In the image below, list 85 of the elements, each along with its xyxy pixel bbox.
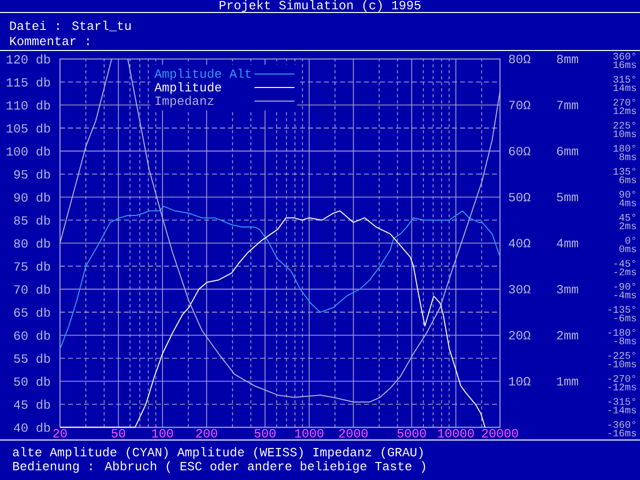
text: -360° — [608, 421, 636, 428]
text: 12ms — [614, 107, 636, 114]
text: 225° — [614, 122, 636, 129]
text: Kommentar : — [10, 36, 89, 46]
text: -6ms — [614, 314, 636, 322]
text: 135° — [614, 168, 636, 175]
text: -12ms — [608, 384, 636, 390]
x-tick-label: 10000 — [438, 429, 474, 438]
x-tick-label: 1000 — [295, 429, 324, 438]
y-tick-label: 90 db — [14, 192, 50, 202]
legend-label: Amplitude Alt — [154, 68, 251, 80]
series-label: Impedanz — [156, 96, 214, 108]
x-tick-label: 20000 — [482, 429, 518, 438]
y2-tick-label: 30Ω — [508, 284, 530, 294]
y2-tick-label: 40Ω — [508, 238, 530, 248]
text: -225° — [608, 352, 636, 359]
x-tick-label: 500 — [254, 429, 276, 438]
text: 360° — [613, 52, 636, 60]
y-tick-label: 120 db — [6, 54, 50, 64]
text: 16ms — [614, 61, 636, 68]
y-tick-label: 100 db — [6, 146, 50, 156]
text: -90° — [614, 282, 636, 290]
y-tick-label: 50 db — [14, 376, 50, 386]
text: 0ms — [619, 245, 636, 252]
y-tick-label: 110 db — [6, 100, 50, 110]
y-tick-label: 45 db — [14, 400, 50, 409]
text: -10ms — [608, 360, 636, 368]
y-tick-label: 60 db — [14, 330, 50, 340]
text: alte Amplitude (CYAN) Amplitude (WEISS) Impedanz (GRAU) — [12, 447, 423, 459]
y-tick-label: 85 db — [14, 216, 50, 225]
y-tick-label: 115 db — [6, 77, 50, 87]
y-tick-label: 40 db — [14, 422, 50, 432]
y3-tick-label: 1mm — [557, 377, 578, 386]
y2-tick-label: 20Ω — [509, 330, 530, 340]
x-tick-label: 200 — [196, 429, 218, 438]
text: -16ms — [608, 430, 636, 436]
y-tick-label: 80 db — [14, 238, 50, 248]
text: 315° — [613, 76, 636, 83]
text: -315° — [608, 398, 636, 405]
y-tick-label: 65 db — [14, 308, 50, 317]
chart-title: Projekt Simulation (c) 1995 — [220, 0, 420, 12]
text: 10ms — [614, 130, 636, 138]
text: 4ms — [619, 200, 636, 206]
y3-tick-label: 2mm — [557, 331, 578, 340]
text: Datei : Starl_tu — [10, 20, 131, 32]
text: 270° — [614, 98, 636, 106]
y-tick-label: 75 db — [14, 262, 50, 271]
y3-tick-label: 3mm — [556, 284, 578, 294]
text: 0° — [625, 236, 636, 244]
y-tick-label: 70 db — [14, 284, 50, 294]
x-tick-label: 2000 — [339, 429, 368, 438]
x-tick-label: 50 — [112, 429, 126, 438]
text: Amplitude — [154, 82, 222, 94]
x-tick-label: 20 — [53, 429, 67, 438]
text: 6ms — [620, 176, 636, 184]
y3-tick-label: 4mm — [556, 239, 578, 248]
text: Bedienung : Abbruch ( ESC oder andere beliebige Taste ) — [13, 461, 426, 473]
y-tick-label: 105 db — [6, 123, 50, 133]
y3-tick-label: 6mm — [557, 146, 578, 156]
text: 45° — [619, 214, 636, 221]
y2-tick-label: 70Ω — [509, 100, 530, 110]
text: -14ms — [608, 406, 636, 414]
y3-tick-label: 5mm — [556, 192, 578, 202]
text: 2ms — [620, 222, 636, 230]
text: 180° — [614, 144, 636, 152]
y-tick-label: 55 db — [14, 354, 50, 363]
text: -270° — [608, 375, 636, 382]
y3-tick-label: 8mm — [557, 54, 578, 64]
text: -180° — [608, 329, 636, 336]
text: 8ms — [619, 153, 636, 160]
y3-tick-label: 7mm — [557, 100, 578, 110]
text: 90° — [619, 190, 636, 198]
text: 14ms — [614, 84, 636, 92]
text: -45° — [614, 260, 636, 267]
text: -2ms — [614, 268, 636, 276]
y2-tick-label: 80Ω — [509, 54, 530, 64]
text: -4ms — [614, 292, 636, 298]
x-tick-label: 5000 — [397, 429, 426, 438]
y-tick-label: 95 db — [14, 169, 50, 179]
text: -8ms — [614, 338, 636, 344]
y2-tick-label: 10Ω — [509, 377, 530, 386]
x-tick-label: 100 — [152, 429, 173, 438]
text: -135° — [608, 306, 636, 313]
y2-tick-label: 60Ω — [509, 146, 530, 156]
y2-tick-label: 50Ω — [508, 192, 530, 202]
